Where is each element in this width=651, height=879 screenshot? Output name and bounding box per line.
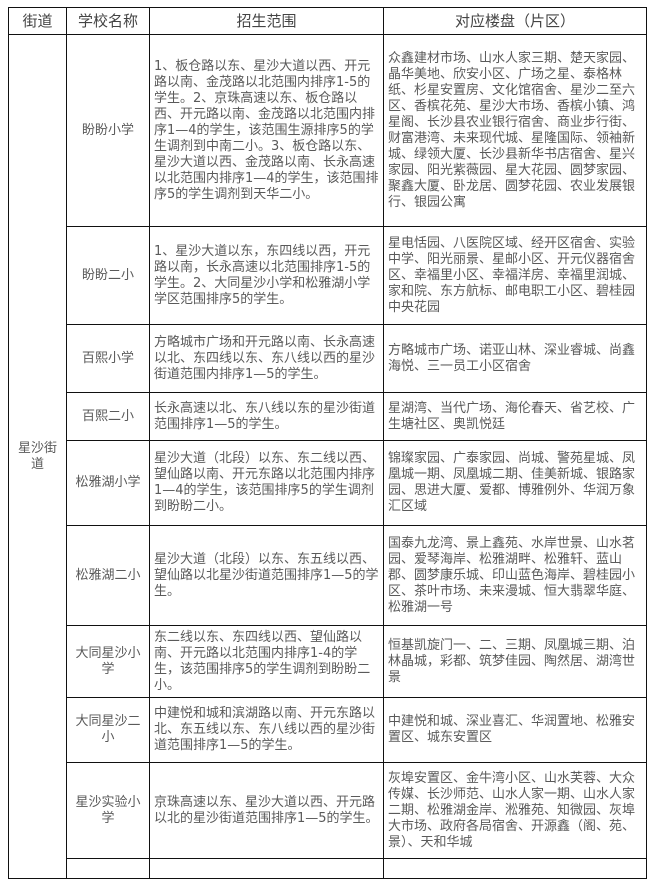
enrollment-scope: 星沙大道（北段）以东、东五线以西、望仙路以北星沙街道范围排序1—5的学生。 — [149, 525, 384, 626]
estates: 灰埠安置区、金牛湾小区、山水芙蓉、大众传媒、长沙师范、山水人家一期、山水人家二期… — [383, 762, 647, 859]
estates: 众鑫建材市场、山水人家三期、楚天家园、晶华美地、欣安小区、广场之星、泰格林纸、杉… — [383, 34, 647, 227]
estates: 国泰九龙湾、景上鑫苑、水岸世景、山水茗园、爱琴海岸、松雅湖畔、松雅轩、蓝山郡、圆… — [383, 525, 647, 626]
table-row: 松雅湖小学 星沙大道（北段）以东、东二线以西、望仙路以南、开元东路以北范围内排序1… — [9, 440, 647, 526]
school-district-table: 街道 学校名称 招生范围 对应楼盘（片区） 星沙街道 盼盼小学 1、板仓路以东、星沙… — [8, 7, 647, 879]
school-name — [66, 858, 150, 879]
school-name: 松雅湖小学 — [66, 440, 150, 526]
enrollment-scope — [149, 858, 384, 879]
table-row: 大同星沙二小 中建悦和城和滨湖路以南、开元东路以北、东五线以东、东八线以西的星沙街… — [9, 697, 647, 763]
estates: 锦璨家园、广泰家园、尚城、警苑星城、凤凰城一期、凤凰城二期、佳美新城、银路家园、… — [383, 440, 647, 526]
school-name: 大同星沙小学 — [66, 625, 150, 698]
table-row: 百熙二小 长永高速以北、东八线以东的星沙街道范围排序1—5的学生。 星湖湾、当代广场… — [9, 392, 647, 441]
table-header-row: 街道 学校名称 招生范围 对应楼盘（片区） — [8, 7, 647, 35]
school-name: 松雅湖二小 — [66, 525, 150, 626]
street-name: 星沙街道 — [8, 34, 67, 879]
school-name: 大同星沙二小 — [66, 697, 150, 763]
enrollment-scope: 中建悦和城和滨湖路以南、开元东路以北、东五线以东、东八线以西的星沙街道范围排序1… — [149, 697, 384, 763]
header-scope: 招生范围 — [149, 7, 384, 35]
header-estates: 对应楼盘（片区） — [383, 7, 647, 35]
school-name: 百熙小学 — [66, 324, 150, 393]
table-row: 大同星沙小学 东二线以东、东四线以西、望仙路以南、开元路以北范围内排序1-4的学生… — [9, 625, 647, 698]
school-name: 盼盼小学 — [66, 34, 150, 227]
table-row: 松雅湖二小 星沙大道（北段）以东、东五线以西、望仙路以北星沙街道范围排序1—5的学… — [9, 525, 647, 626]
header-street: 街道 — [8, 7, 67, 35]
estates — [383, 858, 647, 879]
school-name: 百熙二小 — [66, 392, 150, 441]
table-row: 星沙街道 盼盼小学 1、板仓路以东、星沙大道以西、开元路以南、金茂路以北范围内排序1… — [8, 34, 647, 879]
enrollment-scope: 东二线以东、东四线以西、望仙路以南、开元路以北范围内排序1-4的学生，该范围排序… — [149, 625, 384, 698]
estates: 恒基凯旋门一、二、三期、凤凰城三期、泊林晶城，彩都、筑梦佳园、陶然居、湖湾世景 — [383, 625, 647, 698]
enrollment-scope: 长永高速以北、东八线以东的星沙街道范围排序1—5的学生。 — [149, 392, 384, 441]
estates: 星电恬园、八医院区域、经开区宿舍、实验中学、阳光丽景、星邮小区、开元仪器宿舍区、… — [383, 226, 647, 325]
enrollment-scope: 方略城市广场和开元路以南、长永高速以北、东四线以东、东八线以西的星沙街道范围内排… — [149, 324, 384, 393]
enrollment-scope: 1、星沙大道以东，东四线以西，开元路以南，长永高速以北范围排序1-5的学生。2、… — [149, 226, 384, 325]
table-row: 星沙实验小学 京珠高速以东、星沙大道以西、开元路以北的星沙街道范围排序1—5的学生… — [9, 762, 647, 859]
table-row-partial — [9, 858, 647, 879]
enrollment-scope: 星沙大道（北段）以东、东二线以西、望仙路以南、开元东路以北范围内排序1—4的学生… — [149, 440, 384, 526]
school-name: 盼盼二小 — [66, 226, 150, 325]
table-row: 百熙小学 方略城市广场和开元路以南、长永高速以北、东四线以东、东八线以西的星沙街道… — [9, 324, 647, 393]
estates: 中建悦和城、深业喜汇、华润置地、松雅安置区、城东安置区 — [383, 697, 647, 763]
estates: 方略城市广场、诺亚山林、深业睿城、尚鑫海悦、三一员工小区宿舍 — [383, 324, 647, 393]
enrollment-scope: 京珠高速以东、星沙大道以西、开元路以北的星沙街道范围排序1—5的学生。 — [149, 762, 384, 859]
header-school: 学校名称 — [66, 7, 150, 35]
enrollment-scope: 1、板仓路以东、星沙大道以西、开元路以南、金茂路以北范围内排序1-5的学生。2、… — [149, 34, 384, 227]
school-name: 星沙实验小学 — [66, 762, 150, 859]
table-row: 盼盼二小 1、星沙大道以东，东四线以西，开元路以南，长永高速以北范围排序1-5的学… — [9, 226, 647, 325]
estates: 星湖湾、当代广场、海伦春天、省艺校、广生塘社区、奥凯悦廷 — [383, 392, 647, 441]
